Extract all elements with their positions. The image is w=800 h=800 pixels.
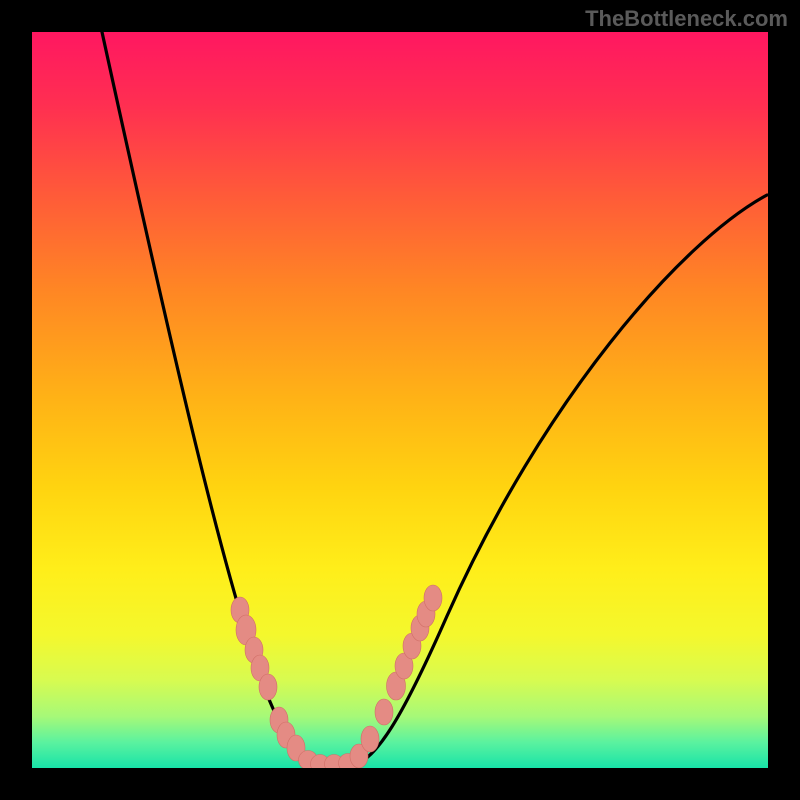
chart-svg [32, 32, 768, 768]
curve-marker [361, 726, 379, 752]
curve-marker [375, 699, 393, 725]
plot-area [32, 32, 768, 768]
curve-marker [259, 674, 277, 700]
figure-root: TheBottleneck.com [0, 0, 800, 800]
watermark-label: TheBottleneck.com [585, 6, 788, 32]
curve-marker [424, 585, 442, 611]
